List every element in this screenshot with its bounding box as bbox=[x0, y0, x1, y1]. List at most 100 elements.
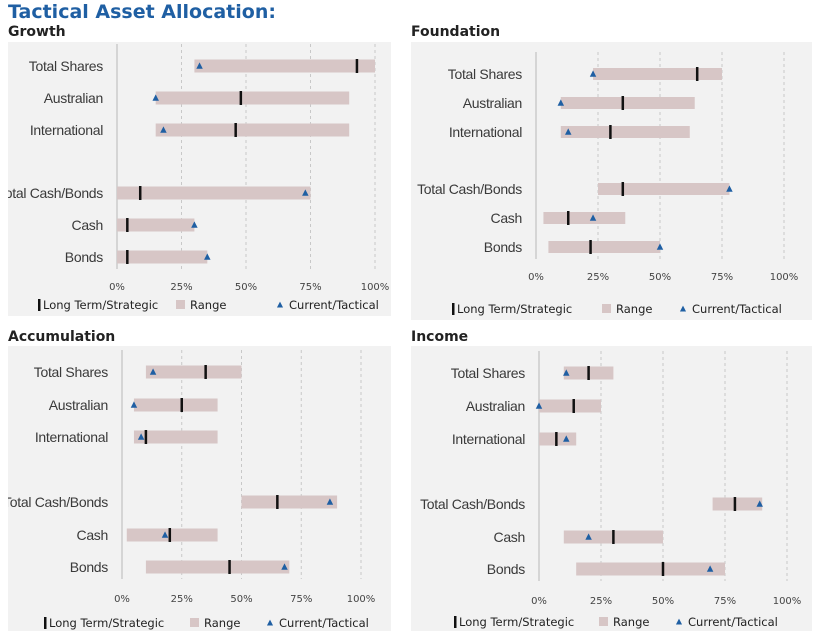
legend-range-swatch bbox=[176, 300, 185, 309]
strategic-marker bbox=[621, 96, 625, 110]
strategic-marker bbox=[239, 91, 243, 105]
x-tick-label: 100% bbox=[347, 594, 376, 605]
legend-strategic-swatch bbox=[452, 303, 455, 315]
tactical-marker bbox=[563, 369, 570, 376]
range-bar bbox=[593, 68, 722, 80]
range-bar bbox=[241, 495, 338, 509]
category-label: Total Shares bbox=[448, 66, 523, 82]
x-tick-label: 100% bbox=[770, 272, 799, 283]
tactical-marker bbox=[149, 368, 157, 375]
strategic-marker bbox=[572, 399, 575, 413]
x-tick-label: 75% bbox=[711, 272, 733, 283]
category-label: Bonds bbox=[70, 559, 108, 575]
strategic-marker bbox=[204, 365, 207, 379]
range-bar bbox=[539, 399, 601, 413]
legend-strategic-label: Long Term/Strategic bbox=[457, 302, 572, 316]
tactical-marker bbox=[756, 500, 763, 507]
strategic-marker bbox=[355, 59, 359, 73]
tactical-marker bbox=[130, 401, 138, 408]
category-label: Total Shares bbox=[34, 364, 109, 380]
legend-range-label: Range bbox=[616, 302, 652, 316]
legend-range-label: Range bbox=[613, 615, 649, 629]
strategic-marker bbox=[587, 366, 590, 380]
range-bar bbox=[543, 212, 626, 224]
range-bar bbox=[712, 497, 763, 511]
legend-range-swatch bbox=[190, 618, 199, 627]
tactical-marker bbox=[557, 99, 565, 106]
category-label: Bonds bbox=[484, 239, 522, 255]
tactical-marker bbox=[281, 563, 288, 570]
strategic-marker bbox=[555, 432, 558, 446]
category-label: Cash bbox=[72, 217, 103, 233]
strategic-marker bbox=[589, 240, 592, 254]
x-tick-label: 50% bbox=[652, 596, 674, 607]
category-label: Australian bbox=[49, 397, 108, 413]
range-bar bbox=[194, 59, 375, 73]
category-label: International bbox=[35, 429, 108, 445]
strategic-marker bbox=[168, 528, 172, 542]
range-bar bbox=[133, 430, 218, 444]
range-bar bbox=[155, 91, 350, 105]
x-tick-label: 25% bbox=[171, 594, 193, 605]
x-tick-label: 75% bbox=[299, 282, 321, 293]
range-bar bbox=[560, 97, 695, 109]
x-tick-label: 75% bbox=[714, 596, 736, 607]
category-label: International bbox=[30, 122, 103, 138]
range-bar bbox=[126, 528, 218, 542]
x-tick-label: 100% bbox=[361, 282, 390, 293]
x-tick-label: 0% bbox=[109, 282, 125, 293]
tactical-marker bbox=[535, 402, 543, 409]
category-label: Australian bbox=[44, 90, 103, 106]
strategic-marker bbox=[126, 250, 129, 264]
tactical-marker bbox=[726, 185, 733, 192]
tactical-marker bbox=[589, 214, 597, 221]
x-tick-label: 50% bbox=[649, 272, 671, 283]
strategic-marker bbox=[138, 186, 142, 200]
range-bar bbox=[117, 186, 311, 200]
legend-tactical-label: Current/Tactical bbox=[279, 616, 369, 630]
range-bar bbox=[598, 183, 730, 195]
tactical-marker bbox=[302, 189, 309, 196]
x-tick-label: 25% bbox=[590, 596, 612, 607]
range-bar bbox=[117, 218, 195, 232]
legend-range-swatch bbox=[602, 304, 611, 313]
legend-strategic-label: Long Term/Strategic bbox=[459, 615, 574, 629]
tactical-marker bbox=[160, 126, 167, 133]
strategic-marker bbox=[695, 67, 699, 81]
category-label: Bonds bbox=[487, 561, 525, 577]
growth-chart-title: Growth bbox=[8, 24, 66, 40]
tactical-marker bbox=[152, 94, 159, 101]
range-bar bbox=[133, 398, 218, 412]
foundation-chart-title: Foundation bbox=[411, 24, 501, 40]
category-label: Total Cash/Bonds bbox=[8, 185, 103, 201]
strategic-marker bbox=[180, 398, 183, 412]
x-tick-label: 50% bbox=[230, 594, 252, 605]
legend-range-label: Range bbox=[190, 298, 226, 312]
category-label: International bbox=[452, 431, 525, 447]
range-bar bbox=[145, 560, 290, 574]
x-tick-label: 0% bbox=[528, 272, 544, 283]
strategic-marker bbox=[234, 123, 237, 137]
category-label: Cash bbox=[491, 210, 522, 226]
legend-strategic-label: Long Term/Strategic bbox=[49, 616, 164, 630]
category-label: Total Shares bbox=[451, 365, 526, 381]
tactical-marker bbox=[706, 565, 714, 572]
tactical-marker bbox=[326, 498, 334, 505]
strategic-marker bbox=[612, 530, 615, 544]
range-bar bbox=[560, 126, 690, 138]
legend-tactical-label: Current/Tactical bbox=[688, 615, 778, 629]
legend-strategic-label: Long Term/Strategic bbox=[43, 298, 158, 312]
legend-range-swatch bbox=[599, 617, 608, 626]
range-bar bbox=[576, 562, 725, 576]
category-label: Total Cash/Bonds bbox=[417, 181, 522, 197]
category-label: Cash bbox=[77, 527, 108, 543]
range-bar bbox=[155, 123, 350, 137]
category-label: International bbox=[449, 124, 522, 140]
x-tick-label: 0% bbox=[531, 596, 547, 607]
legend-tactical-swatch bbox=[266, 619, 274, 626]
strategic-marker bbox=[621, 182, 625, 196]
accumulation-chart: Total Shares Australian International Total… bbox=[8, 346, 391, 631]
category-label: Australian bbox=[466, 398, 525, 414]
tactical-marker bbox=[161, 531, 169, 538]
range-bar bbox=[145, 365, 242, 379]
